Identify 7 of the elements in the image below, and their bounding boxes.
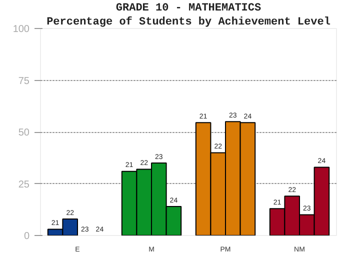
- y-tick-label: 0: [24, 231, 30, 242]
- y-tick-label: 100: [12, 24, 30, 35]
- chart-title: GRADE 10 - MATHEMATICS: [116, 2, 262, 14]
- chart-subtitle: Percentage of Students by Achievement Level: [46, 16, 331, 28]
- y-tick-label: 50: [18, 128, 30, 138]
- y-tick-label: 25: [18, 179, 30, 190]
- y-tick-label: 75: [18, 76, 30, 87]
